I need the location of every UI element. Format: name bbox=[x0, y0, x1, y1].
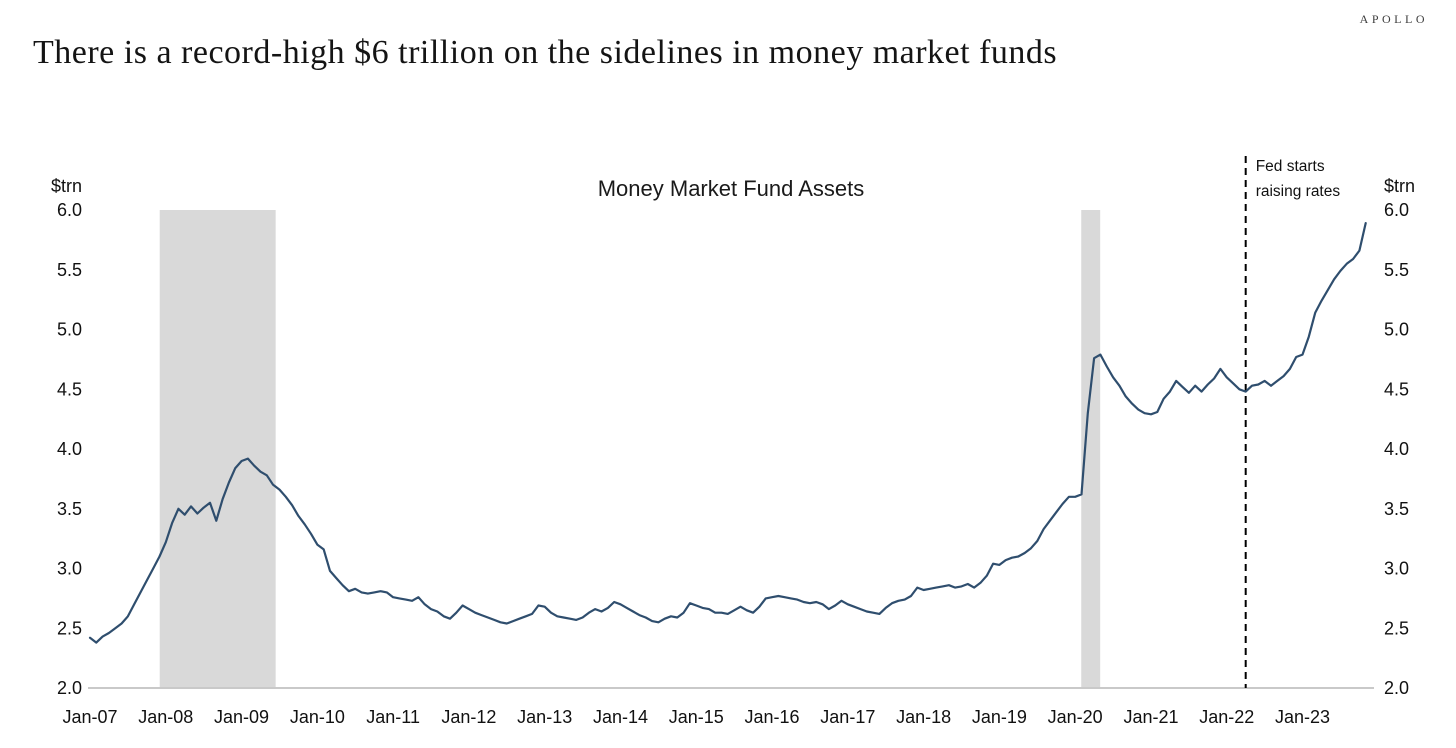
money-market-assets-line bbox=[88, 222, 1367, 644]
x-tick-label: Jan-18 bbox=[896, 707, 951, 727]
fed-rate-annotation-text: raising rates bbox=[1256, 183, 1341, 200]
y-tick-label-left: 6.0 bbox=[57, 200, 82, 220]
x-tick-label: Jan-10 bbox=[290, 707, 345, 727]
recession-band bbox=[159, 210, 276, 688]
x-tick-label: Jan-22 bbox=[1199, 707, 1254, 727]
y-tick-label-left: 5.5 bbox=[57, 260, 82, 280]
y-tick-label-left: 4.5 bbox=[57, 379, 82, 399]
y-tick-label-left: 2.5 bbox=[57, 618, 82, 638]
x-tick-label: Jan-14 bbox=[593, 707, 648, 727]
y-tick-label-left: 3.0 bbox=[57, 559, 82, 579]
x-tick-label: Jan-16 bbox=[745, 707, 800, 727]
apollo-logo: APOLLO bbox=[1359, 12, 1428, 26]
x-tick-label: Jan-15 bbox=[669, 707, 724, 727]
y-tick-label-left: 5.0 bbox=[57, 320, 82, 340]
x-tick-label: Jan-13 bbox=[517, 707, 572, 727]
y-axis-unit-left: $trn bbox=[51, 176, 82, 196]
money-market-fund-chart: Money Market Fund Assets $trn $trn 2.0 2.0 2.… bbox=[51, 156, 1415, 727]
x-tick-label: Jan-12 bbox=[441, 707, 496, 727]
fed-rate-annotation-text: Fed starts bbox=[1256, 158, 1325, 175]
x-tick-label: Jan-23 bbox=[1275, 707, 1330, 727]
y-tick-label-right: 6.0 bbox=[1384, 200, 1409, 220]
y-tick-label-right: 4.0 bbox=[1384, 439, 1409, 459]
y-tick-label-right: 3.0 bbox=[1384, 559, 1409, 579]
x-tick-label: Jan-11 bbox=[366, 707, 420, 727]
y-tick-label-right: 2.5 bbox=[1384, 618, 1409, 638]
y-tick-label-left: 4.0 bbox=[57, 439, 82, 459]
chart-title: Money Market Fund Assets bbox=[598, 176, 865, 201]
y-tick-label-right: 5.5 bbox=[1384, 260, 1409, 280]
y-tick-label-right: 2.0 bbox=[1384, 678, 1409, 698]
x-tick-label: Jan-07 bbox=[62, 707, 117, 727]
y-axis-unit-right: $trn bbox=[1384, 176, 1415, 196]
x-tick-label: Jan-19 bbox=[972, 707, 1027, 727]
x-tick-label: Jan-21 bbox=[1123, 707, 1178, 727]
page-title: There is a record-high $6 trillion on th… bbox=[33, 34, 1058, 71]
y-tick-label-right: 5.0 bbox=[1384, 320, 1409, 340]
x-tick-label: Jan-20 bbox=[1048, 707, 1103, 727]
y-tick-label-right: 4.5 bbox=[1384, 379, 1409, 399]
y-tick-label-left: 3.5 bbox=[57, 499, 82, 519]
recession-band bbox=[1081, 210, 1101, 688]
y-tick-label-left: 2.0 bbox=[57, 678, 82, 698]
x-tick-label: Jan-09 bbox=[214, 707, 269, 727]
x-tick-label: Jan-17 bbox=[820, 707, 875, 727]
y-tick-label-right: 3.5 bbox=[1384, 499, 1409, 519]
x-tick-label: Jan-08 bbox=[138, 707, 193, 727]
